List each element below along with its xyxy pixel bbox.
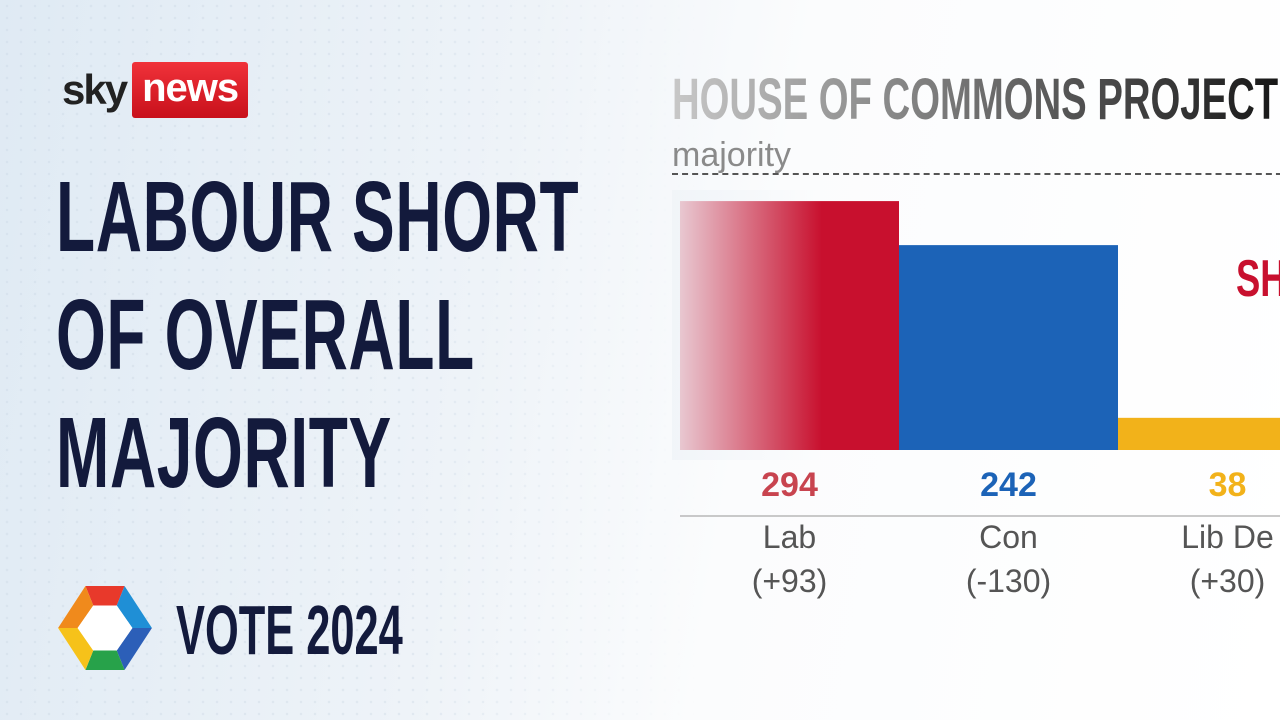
vote-2024-label: VOTE 2024 [176, 591, 403, 669]
value-label: 294 [761, 466, 818, 504]
value-label: 38 [1209, 466, 1247, 504]
bar-con [899, 245, 1118, 450]
change-label: (+30) [1190, 563, 1266, 599]
headline-line-2: OF OVERALL [56, 279, 475, 391]
chart-title-text: HOUSE OF COMMONS PROJECTI [672, 67, 1280, 132]
headline: LABOUR SHORT OF OVERALL MAJORITY [56, 158, 696, 512]
bar-lib-de [1118, 417, 1280, 450]
sky-news-logo: sky news [62, 62, 249, 118]
change-label: (-130) [966, 563, 1051, 599]
category-label: Lab [763, 519, 816, 555]
change-label: (+93) [752, 563, 828, 599]
news-wordmark: news [132, 62, 249, 118]
chart-title: HOUSE OF COMMONS PROJECTI [672, 70, 1280, 130]
majority-line [672, 173, 1280, 175]
majority-label: majority [672, 136, 792, 174]
chart-fade-overlay [672, 190, 822, 460]
headline-line-1: LABOUR SHORT [56, 161, 580, 273]
headline-line-3: MAJORITY [56, 397, 392, 509]
vote-2024-logo-icon [58, 585, 152, 671]
sky-wordmark: sky [62, 66, 128, 113]
category-label: Con [979, 519, 1038, 555]
annotation-label: SH [1236, 248, 1280, 307]
value-label: 242 [980, 466, 1037, 504]
category-label: Lib De [1181, 519, 1274, 555]
